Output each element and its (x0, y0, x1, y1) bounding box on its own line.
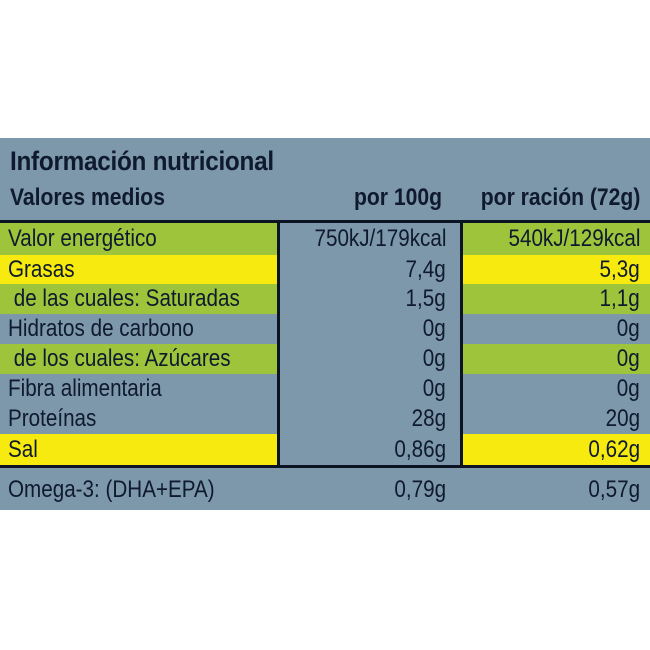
row-value-per-100g: 7,4g (280, 255, 460, 284)
row-label: Grasas (0, 255, 277, 284)
row-value-per-serving: 1,1g (463, 284, 650, 314)
header-label: Valores medios (10, 184, 165, 211)
panel-title: Información nutricional (10, 146, 274, 176)
omega-row: Omega-3: (DHA+EPA) 0,79g 0,57g (0, 471, 650, 509)
column-divider (460, 220, 463, 468)
omega-label: Omega-3: (DHA+EPA) (8, 476, 215, 503)
row-value-per-100g: 28g (280, 404, 460, 434)
nutrition-table (0, 220, 650, 468)
table-row: Sal 0,86g 0,62g (0, 434, 650, 465)
header-per-serving: por ración (72g) (480, 184, 640, 211)
column-divider (277, 220, 280, 468)
omega-per-100g: 0,79g (394, 476, 446, 503)
row-label: de las cuales: Saturadas (0, 284, 277, 314)
row-label: Valor energético (0, 223, 277, 255)
row-value-per-100g: 0g (280, 344, 460, 374)
omega-per-serving: 0,57g (588, 476, 640, 503)
row-label: Hidratos de carbono (0, 314, 277, 344)
table-row: Valor energético 750kJ/179kcal 540kJ/129… (0, 223, 650, 255)
table-row: de las cuales: Saturadas 1,5g 1,1g (0, 284, 650, 314)
table-row: Proteínas 28g 20g (0, 404, 650, 434)
row-value-per-serving: 540kJ/129kcal (463, 223, 650, 255)
table-row: Hidratos de carbono 0g 0g (0, 314, 650, 344)
header-per-100g: por 100g (353, 184, 442, 211)
row-value-per-serving: 0g (463, 374, 650, 404)
row-value-per-100g: 0,86g (280, 434, 460, 465)
row-value-per-serving: 5,3g (463, 255, 650, 284)
table-row: Grasas 7,4g 5,3g (0, 255, 650, 284)
table-row: de los cuales: Azúcares 0g 0g (0, 344, 650, 374)
row-label: Proteínas (0, 404, 277, 434)
row-value-per-serving: 20g (463, 404, 650, 434)
row-label: Sal (0, 434, 277, 465)
row-value-per-100g: 0g (280, 314, 460, 344)
row-label: Fibra alimentaria (0, 374, 277, 404)
row-value-per-serving: 0g (463, 344, 650, 374)
row-value-per-100g: 750kJ/179kcal (280, 223, 460, 255)
table-row: Fibra alimentaria 0g 0g (0, 374, 650, 404)
row-value-per-serving: 0,62g (463, 434, 650, 465)
row-value-per-serving: 0g (463, 314, 650, 344)
row-value-per-100g: 0g (280, 374, 460, 404)
row-label: de los cuales: Azúcares (0, 344, 277, 374)
row-value-per-100g: 1,5g (280, 284, 460, 314)
